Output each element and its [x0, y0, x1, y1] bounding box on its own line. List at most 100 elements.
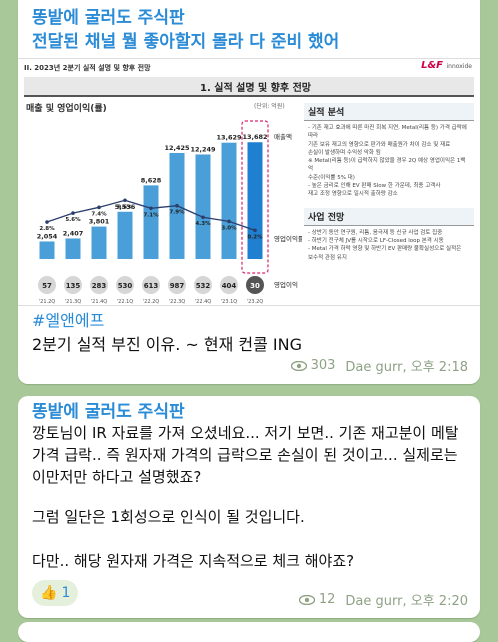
series-side-label: 영업이익 — [274, 280, 298, 289]
chart-title: 매출 및 영업이익(률) — [26, 104, 107, 114]
ir-slide-image[interactable]: II. 2023년 2분기 실적 설명 및 향후 전망 L&F innoxide… — [18, 58, 480, 306]
margin-point — [97, 205, 101, 210]
hashtag-link[interactable]: #엘앤에프 — [32, 311, 105, 330]
op-profit-label: 283 — [92, 282, 107, 290]
category-label: '21.3Q — [65, 299, 82, 305]
category-label: '23.2Q — [247, 299, 264, 305]
biz-outlook-body: - 상반기 동안 연구원, 리튬, 음극재 등 신규 사업 검토 집중 - 하반기… — [304, 226, 474, 265]
revenue-bar — [195, 154, 211, 259]
reaction-count: 1 — [61, 585, 71, 601]
message-bubble-2[interactable]: 똥밭에 굴러도 주식판 깡토님이 IR 자료를 가져 오셨네요... 저기 보면… — [18, 396, 480, 618]
op-profit-marker — [220, 276, 238, 294]
op-profit-marker — [64, 276, 82, 294]
revenue-value-label: 2,054 — [37, 232, 58, 240]
eye-icon — [298, 594, 315, 605]
revenue-bar — [91, 226, 107, 259]
op-profit-marker — [90, 276, 108, 294]
op-profit-label: 532 — [196, 282, 211, 290]
slide-title-bar: 1. 실적 설명 및 향후 전망 — [24, 77, 474, 97]
op-profit-marker — [168, 276, 186, 294]
op-profit-label: 135 — [66, 282, 81, 290]
biz-outlook-line: - Metal 가격 하락 영향 및 하반기 EV 판매량 불확실성으로 실적은 — [308, 246, 462, 253]
perf-analysis-line: - 높은 금리로 인해 EV 판매 Slow 한 가운데, 최종 고객사 — [308, 183, 441, 190]
revenue-value-label: 8,628 — [141, 176, 162, 184]
message-paragraph-1: 깡토님이 IR 자료를 가져 오셨네요... 저기 보면.. 기존 재고분이 메… — [32, 424, 463, 486]
revenue-bar — [221, 142, 237, 259]
revenue-bar — [117, 211, 133, 259]
revenue-value-label: 3,801 — [89, 218, 110, 226]
category-label: '21.2Q — [39, 299, 56, 305]
margin-point — [201, 215, 205, 220]
margin-point — [123, 198, 127, 203]
category-label: '22.1Q — [117, 299, 134, 305]
reaction-chip[interactable]: 👍 1 — [32, 580, 79, 606]
biz-outlook-line: - 상반기 동안 연구원, 리튬, 음극재 등 신규 사업 검토 집중 — [308, 229, 443, 236]
revenue-value-label: 12,249 — [190, 145, 216, 153]
margin-value-label: 4.3% — [195, 221, 211, 227]
op-profit-label: 404 — [222, 282, 237, 290]
revenue-value-label: 13,629 — [216, 134, 242, 142]
category-label: '21.4Q — [91, 299, 108, 305]
margin-value-label: 7.1% — [143, 212, 159, 218]
biz-outlook-title: 사업 전망 — [304, 207, 474, 226]
message-paragraph-2: 그럼 일단은 1회성으로 인식이 될 것입니다. — [32, 508, 305, 526]
margin-point — [71, 211, 75, 215]
view-count: 12 — [318, 592, 336, 607]
margin-value-label: 9.6% — [117, 204, 133, 210]
revenue-chart: 2,054 57 '21.2Q 2,407 135 '21.3Q 3,801 283 '21.4… — [37, 120, 302, 305]
margin-point — [253, 228, 257, 233]
message-headline: 전달된 채널 뭘 좋아할지 몰라 다 준비 했어 — [32, 32, 340, 52]
revenue-value-label: 12,425 — [164, 144, 190, 152]
thumbs-up-icon: 👍 — [40, 585, 58, 601]
message-bubble-3[interactable] — [18, 622, 480, 642]
margin-value-label: 0.2% — [247, 234, 263, 240]
perf-analysis-line: 기존 보유 재고의 영향으로 판가와 매출원가 차이 감소 및 재료 — [308, 141, 451, 148]
perf-analysis-line: 수준(이익률 5% 대) — [308, 174, 355, 181]
chart-unit: (단위: 억원) — [254, 103, 285, 110]
author-time: Dae gurr, 오후 2:18 — [345, 360, 468, 375]
biz-outlook-line: 보수적 관점 유지 — [308, 254, 347, 261]
margin-value-label: 7.9% — [169, 210, 185, 216]
revenue-bar — [143, 185, 159, 259]
op-profit-marker — [142, 276, 160, 294]
revenue-bar — [247, 142, 263, 259]
message-bubble-1[interactable]: 똥밭에 굴러도 주식판 전달된 채널 뭘 좋아할지 몰라 다 준비 했어 II.… — [18, 0, 480, 384]
perf-analysis-line: ※ Metal(리튬 등)이 급락하지 않았을 경우 2Q 예상 영업이익은 1… — [308, 158, 466, 173]
perf-analysis-line: - 기존 재고 효과에 따른 마진 회복 지연, Metal(리튬 등) 가격 … — [308, 125, 467, 140]
margin-value-label: 2.8% — [39, 226, 55, 232]
margin-value-label: 5.6% — [65, 217, 81, 223]
op-profit-label: 30 — [250, 282, 260, 290]
message-body: 2분기 실적 부진 이유. ~ 현재 컨콜 ING — [32, 335, 302, 354]
perf-analysis-line: 재고 조정 영향으로 일시적 출하량 감소 — [308, 191, 398, 198]
op-profit-marker — [194, 276, 212, 294]
op-profit-label: 530 — [118, 282, 133, 290]
op-profit-label: 57 — [42, 282, 52, 290]
analysis-column: 실적 분석 - 기존 재고 효과에 따른 마진 회복 지연, Metal(리튬 … — [304, 103, 474, 265]
category-label: '23.1Q — [221, 299, 238, 305]
message-meta: 303 Dae gurr, 오후 2:18 — [290, 356, 468, 375]
margin-point — [175, 203, 179, 208]
revenue-value-label: 5,536 — [115, 203, 136, 211]
eye-icon — [290, 360, 307, 371]
slide-header: II. 2023년 2분기 실적 설명 및 향후 전망 — [24, 64, 151, 72]
margin-point — [45, 220, 49, 224]
op-profit-label: 613 — [144, 282, 159, 290]
author-time: Dae gurr, 오후 2:20 — [345, 594, 468, 609]
margin-point — [149, 206, 153, 211]
view-count: 303 — [310, 358, 336, 373]
slide-title: 1. 실적 설명 및 향후 전망 — [200, 83, 311, 94]
forwarded-channel-name[interactable]: 똥밭에 굴러도 주식판 — [32, 402, 185, 422]
series-side-label: 영업이익률 — [274, 234, 302, 243]
revenue-bar — [39, 241, 55, 259]
perf-analysis-body: - 기존 재고 효과에 따른 마진 회복 지연, Metal(리튬 등) 가격 … — [304, 121, 474, 202]
category-label: '22.2Q — [143, 299, 160, 305]
margin-point — [227, 219, 231, 224]
forwarded-channel-name[interactable]: 똥밭에 굴러도 주식판 — [32, 8, 185, 28]
category-label: '22.4Q — [195, 299, 212, 305]
perf-analysis-title: 실적 분석 — [304, 103, 474, 121]
highlight-box — [241, 120, 269, 274]
company-logo: L&F innoxide — [421, 60, 472, 71]
message-paragraph-3: 다만.. 해당 원자재 가격은 지속적으로 체크 해야죠? — [32, 552, 355, 570]
margin-value-label: 3.0% — [221, 225, 237, 231]
margin-value-label: 7.4% — [91, 211, 107, 217]
